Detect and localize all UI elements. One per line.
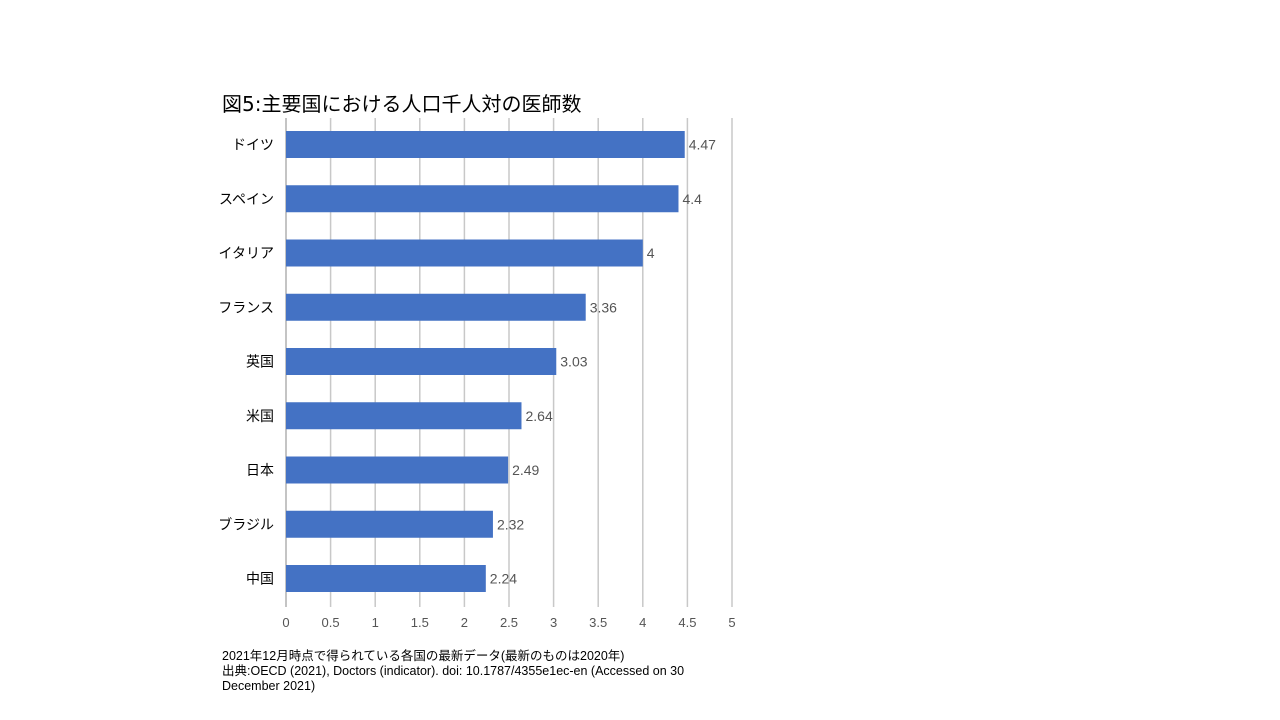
value-label: 2.32 xyxy=(497,516,524,532)
value-label: 4.4 xyxy=(682,191,702,207)
note-line-1: 2021年12月時点で得られている各国の最新データ(最新のものは2020年) xyxy=(222,649,625,663)
x-tick-label: 1 xyxy=(372,615,379,630)
chart-title: 図5:主要国における人口千人対の医師数 xyxy=(222,92,582,116)
labels: 0 0.5 1 1.5 2 2.5 3 3.5 4 4.5 5 ドイツ 4.47 スペイン 4.4 イタリア 4… xyxy=(218,137,735,631)
x-tick-label: 0 xyxy=(282,615,289,630)
bars xyxy=(286,131,685,592)
x-tick-label: 5 xyxy=(728,615,735,630)
category-label: 米国 xyxy=(246,409,274,425)
category-label: 日本 xyxy=(246,463,274,479)
value-label: 3.36 xyxy=(590,299,617,315)
x-tick-label: 4 xyxy=(639,615,646,630)
source-note: 2021年12月時点で得られている各国の最新データ(最新のものは2020年) 出… xyxy=(222,649,742,694)
category-label: 中国 xyxy=(246,572,274,588)
bar xyxy=(286,239,643,267)
note-line-3: December 2021) xyxy=(222,679,316,693)
x-tick-label: 3 xyxy=(550,615,557,630)
value-label: 4.47 xyxy=(689,137,716,153)
bar xyxy=(286,348,557,375)
x-tick-label: 2.5 xyxy=(500,615,518,630)
bar xyxy=(286,510,493,538)
x-tick-label: 3.5 xyxy=(589,615,607,630)
x-tick-label: 1.5 xyxy=(411,615,429,630)
x-tick-label: 4.5 xyxy=(678,615,696,630)
x-tick-label: 2 xyxy=(461,615,468,630)
category-label: 英国 xyxy=(246,354,274,371)
note-line-2: 出典:OECD (2021), Doctors (indicator). doi… xyxy=(222,664,685,678)
category-label: イタリア xyxy=(219,246,274,262)
bar xyxy=(286,185,679,213)
value-label: 2.24 xyxy=(490,571,517,587)
bar xyxy=(286,131,685,158)
value-label: 2.49 xyxy=(512,462,539,478)
bar xyxy=(286,565,486,592)
value-label: 2.64 xyxy=(525,408,552,424)
category-label: スペイン xyxy=(219,192,274,208)
value-label: 3.03 xyxy=(560,354,587,370)
category-label: ドイツ xyxy=(232,138,274,154)
category-label: フランス xyxy=(218,300,274,316)
bar xyxy=(286,456,509,484)
x-tick-label: 0.5 xyxy=(322,615,340,630)
category-label: ブラジル xyxy=(218,516,274,533)
bar xyxy=(286,402,522,430)
value-label: 4 xyxy=(647,245,655,261)
bar xyxy=(286,293,586,321)
